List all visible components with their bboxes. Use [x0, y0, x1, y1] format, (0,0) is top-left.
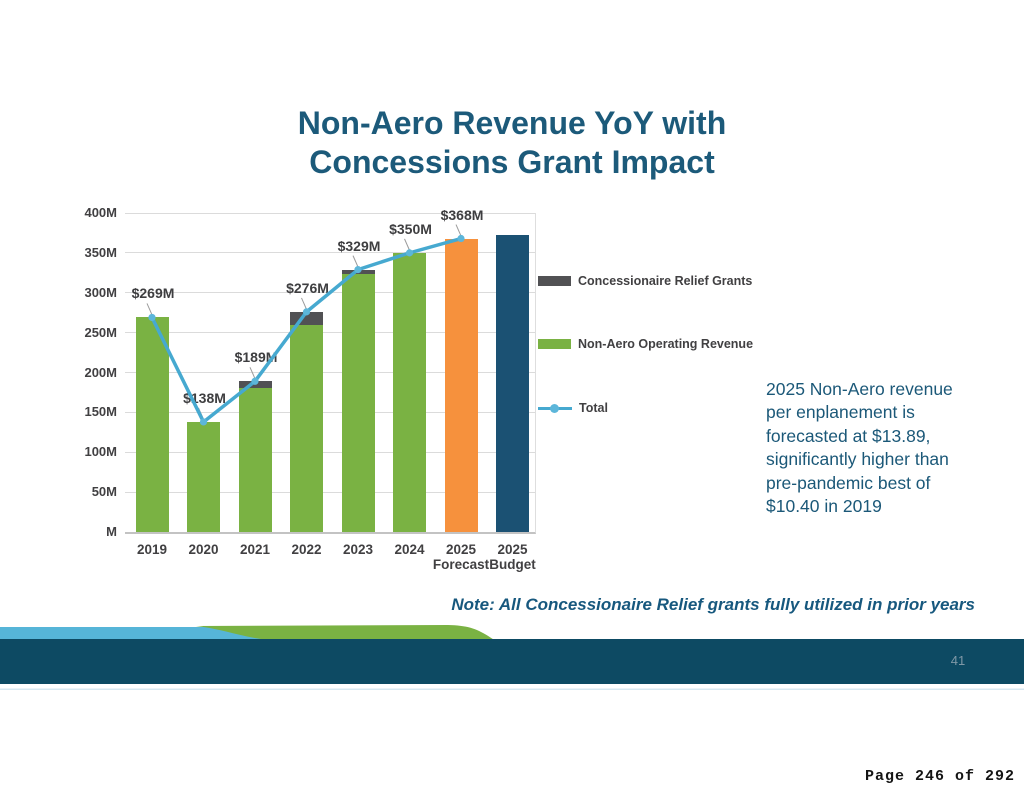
y-axis-tick-label: 300M [84, 284, 117, 300]
data-label-2023: $329M [337, 237, 381, 254]
bar-segment-green-2021 [238, 388, 272, 532]
annotation-line: $10.40 in 2019 [766, 496, 882, 517]
x-axis-label-2025-Budget: 2025 Budget [489, 542, 536, 572]
legend-item-non-aero-operating-revenue: Non-Aero Operating Revenue [538, 335, 753, 353]
grid-line [125, 372, 535, 373]
annotation-line: per enplanement is [766, 402, 915, 423]
footer-band [0, 639, 1024, 684]
footer-decoration [0, 625, 1024, 690]
legend-item-concessionaire-relief-grants: Concessionaire Relief Grants [538, 272, 752, 290]
label-leader-line [301, 297, 308, 311]
annotation-line: 2025 Non-Aero revenue [766, 379, 953, 399]
label-leader-line [352, 255, 359, 269]
total-line-marker [302, 308, 311, 316]
gray-bar-swatch-icon [538, 276, 571, 286]
bar-segment-navy-2025-Budget [496, 235, 529, 532]
title-line-1: Non-Aero Revenue YoY with [297, 105, 727, 141]
total-line-marker [199, 418, 208, 426]
y-axis-tick-label: 400M [84, 205, 117, 220]
grid-line [125, 252, 535, 254]
label-leader-line [249, 367, 256, 380]
x-axis-label-2020: 2020 [188, 542, 219, 557]
footer-hairline [0, 688, 1024, 690]
x-axis-label-2023: 2023 [342, 542, 374, 557]
annotation-line: significantly higher than [766, 449, 949, 470]
y-axis-tick-label: 200M [84, 364, 117, 380]
legend-label: Concessionaire Relief Grants [578, 274, 753, 288]
bar-segment-green-2019 [135, 317, 169, 532]
title-line-2: Concessions Grant Impact [309, 144, 715, 180]
label-leader-line [455, 224, 462, 238]
total-line-marker [354, 266, 362, 274]
page-title: Non-Aero Revenue YoY with Concessions Gr… [0, 104, 1024, 182]
x-axis-label-2025-Forecast: 2025 Forecast [432, 542, 490, 572]
chart-overlay [146, 224, 465, 426]
annotation-text: 2025 Non-Aero revenue per enplanement is… [766, 378, 996, 518]
annotation-line: pre-pandemic best of [766, 472, 931, 493]
total-line-marker [457, 234, 465, 243]
y-axis-tick-label: 150M [84, 404, 117, 420]
total-line-marker [148, 313, 156, 322]
grid-line [125, 411, 535, 413]
label-leader-line [146, 303, 153, 317]
x-axis-label-2022: 2022 [291, 542, 322, 557]
grid-line [125, 332, 535, 334]
y-axis-tick-label: 350M [84, 244, 117, 260]
total-line [150, 236, 462, 424]
chart-plot: 400M 350M 300M 250M 200M 150M 100M 50M M 2019 $269… [84, 205, 536, 572]
y-axis-tick-label: M [106, 524, 117, 539]
data-label-2025-Forecast: $368M [440, 206, 484, 223]
grid-line [125, 451, 535, 453]
bar-segment-green-2023 [341, 273, 375, 532]
bar-segment-green-2020 [187, 421, 220, 532]
y-axis-tick-label: 100M [84, 444, 117, 460]
annotation-line: forecasted at $13.89, [766, 425, 931, 446]
x-axis-label-2024: 2024 [394, 542, 425, 557]
x-axis-label-2021: 2021 [239, 542, 271, 557]
bar-segment-green-2022 [290, 325, 323, 532]
legend-label: Total [579, 401, 608, 415]
legend-item-total: Total [538, 399, 608, 417]
green-bar-swatch-icon [538, 339, 571, 349]
x-axis-label-2019: 2019 [136, 542, 168, 557]
y-axis-tick-label: 50M [91, 484, 117, 500]
legend-label: Non-Aero Operating Revenue [578, 337, 754, 351]
data-label-2021: $189M [234, 349, 278, 366]
data-label-2024: $350M [389, 220, 432, 237]
bar-segment-orange-2025-Forecast [444, 238, 478, 532]
y-axis-tick-label: 250M [84, 324, 117, 340]
slide-page-number: 41 [950, 653, 966, 668]
footer-wave-green-shape [196, 625, 495, 641]
data-label-2022: $276M [286, 279, 329, 296]
line-marker-swatch-icon [538, 403, 572, 413]
bar-segment-green-2024 [393, 252, 426, 532]
label-leader-line [404, 238, 411, 252]
data-label-2019: $269M [131, 285, 175, 302]
total-line-marker [405, 249, 414, 257]
note-text: Note: All Concessionaire Relief grants f… [451, 595, 975, 614]
total-line-marker [251, 377, 259, 385]
grid-line [125, 212, 535, 214]
document-page-label: Page 246 of 292 [864, 768, 1015, 785]
grid-line [125, 491, 535, 493]
